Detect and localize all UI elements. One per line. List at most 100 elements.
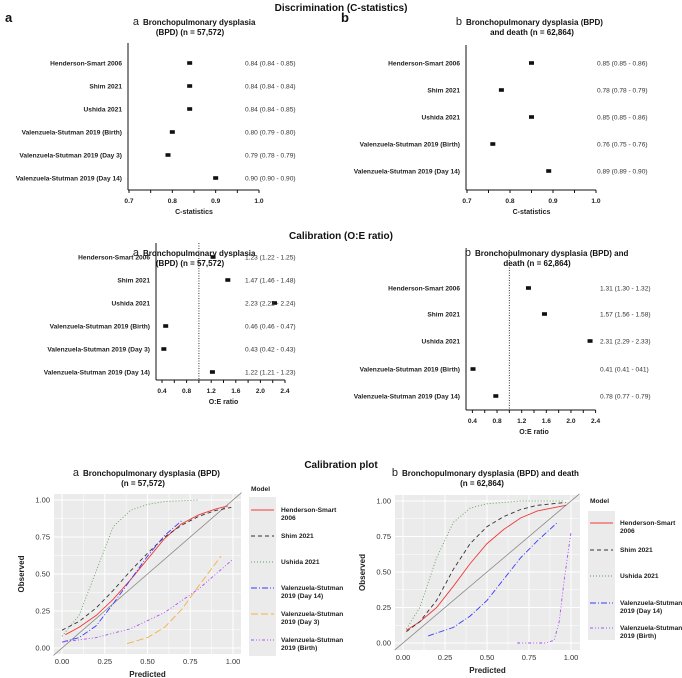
- chart-title-line1: Bronchopulmonary dysplasia: [143, 249, 256, 258]
- y-tick-label: 1.00: [35, 496, 50, 505]
- point-estimate: [541, 312, 547, 316]
- estimate-text: 0.80 (0.79 - 0.80): [245, 130, 296, 137]
- row-label: Ushida 2021: [112, 301, 151, 308]
- calibration-curve: [126, 555, 222, 645]
- estimate-text: 0.84 (0.84 - 0.85): [245, 107, 296, 114]
- x-tick-label: 0.75: [183, 657, 198, 666]
- point-estimate: [225, 278, 231, 282]
- row-label: Henderson-Smart 2006: [78, 255, 150, 262]
- section-title-calibration-plot: Calibration plot: [304, 460, 378, 471]
- calibration-curve: [517, 532, 572, 644]
- estimate-text: 0.84 (0.84 - 0.85): [245, 61, 296, 68]
- x-tick-label: 0.9: [211, 198, 220, 205]
- diagonal-reference-line: [394, 493, 580, 651]
- row-label: Shim 2021: [427, 312, 460, 319]
- x-tick-label: 0.8: [182, 388, 191, 395]
- point-estimate: [169, 130, 175, 134]
- point-estimate: [490, 142, 496, 146]
- chart-cstat-bpd: a Bronchopulmonary dysplasia(BPD) (n = 57…: [16, 16, 296, 216]
- section-title-calibration: Calibration (O:E ratio): [289, 231, 393, 242]
- estimate-text: 2.31 (2.29 - 2.33): [600, 339, 651, 346]
- x-tick-label: 2.0: [256, 388, 265, 395]
- calibration-curve: [406, 500, 563, 630]
- chart-title-line2: and death (n = 62,864): [490, 28, 574, 37]
- chart-title-line1: Bronchopulmonary dysplasia (BPD): [83, 469, 220, 478]
- y-tick-label: 0.25: [376, 603, 391, 612]
- estimate-text: 0.41 (0.41 - 041): [600, 367, 649, 374]
- x-axis-label: O:E ratio: [519, 429, 549, 436]
- chart-title-line1: Bronchopulmonary dysplasia (BPD) and dea…: [402, 469, 579, 478]
- calibration-curve: [428, 521, 558, 637]
- row-label: Valenzuela-Stutman 2019 (Day 3): [47, 347, 150, 354]
- chart-title-line2: (n = 62,864): [460, 479, 504, 488]
- point-estimate: [187, 107, 193, 111]
- legend-label: Shim 2021: [281, 533, 314, 540]
- row-label: Shim 2021: [427, 88, 460, 95]
- point-estimate: [165, 153, 171, 157]
- legend-key-background: [249, 497, 276, 656]
- legend-label: Henderson-Smart: [620, 520, 676, 527]
- x-tick-label: 0.50: [140, 657, 155, 666]
- x-tick-label: 1.6: [231, 388, 240, 395]
- legend-label: Valenzuela-Stutman: [620, 600, 682, 607]
- point-estimate: [493, 394, 499, 398]
- chart-oe-bpd: a Bronchopulmonary dysplasia(BPD) (n = 57…: [44, 243, 296, 406]
- row-label: Valenzuela-Stutman 2019 (Birth): [360, 142, 460, 149]
- point-estimate: [546, 169, 552, 173]
- x-tick-label: 2.0: [566, 418, 575, 425]
- legend-label: Ushida 2021: [281, 559, 320, 566]
- legend-label: 2019 (Day 3): [281, 619, 320, 626]
- x-axis-label: C-statistics: [513, 209, 551, 216]
- legend-key-background: [588, 511, 615, 640]
- section-title-discrimination: Discrimination (C-statistics): [275, 3, 408, 14]
- row-label: Valenzuela-Stutman 2019 (Birth): [22, 130, 122, 137]
- estimate-text: 1.47 (1.46 - 1.48): [245, 278, 296, 285]
- row-label: Valenzuela-Stutman 2019 (Day 14): [16, 176, 122, 183]
- row-label: Henderson-Smart 2006: [388, 61, 460, 68]
- x-tick-label: 0.25: [438, 653, 453, 662]
- estimate-text: 1.23 (1.22 - 1.25): [245, 255, 296, 262]
- legend-label: Ushida 2021: [620, 573, 659, 580]
- point-estimate: [498, 88, 504, 92]
- x-tick-label: 0.25: [97, 657, 112, 666]
- point-estimate: [187, 61, 193, 65]
- x-axis-label: Predicted: [129, 670, 166, 678]
- chart-cstat-bpd-death: b Bronchopulmonary dysplasia (BPD)and dea…: [354, 16, 648, 216]
- estimate-text: 0.43 (0.42 - 0.43): [245, 347, 296, 354]
- subpanel-letter: a: [133, 247, 140, 259]
- x-tick-label: 0.8: [505, 198, 514, 205]
- point-estimate: [272, 301, 278, 305]
- subpanel-letter: a: [133, 16, 140, 28]
- estimate-text: 0.76 (0.75 - 0.76): [597, 142, 648, 149]
- legend-label: 2019 (Birth): [620, 633, 656, 640]
- x-tick-label: 1.2: [517, 418, 526, 425]
- legend-label: Valenzuela-Stutman: [281, 611, 343, 618]
- legend-label: 2006: [620, 528, 635, 535]
- y-tick-label: 0.75: [376, 532, 391, 541]
- x-tick-label: 0.75: [522, 653, 537, 662]
- legend-title: Model: [590, 498, 609, 505]
- estimate-text: 0.90 (0.90 - 0.90): [245, 176, 296, 183]
- y-tick-label: 0.00: [35, 644, 50, 653]
- calibration-curve: [406, 504, 567, 631]
- y-axis-label: Observed: [17, 555, 26, 592]
- legend-label: 2019 (Day 14): [281, 593, 323, 600]
- chart-title-line1: Bronchopulmonary dysplasia (BPD): [466, 18, 603, 27]
- legend-label: Shim 2021: [620, 547, 653, 554]
- y-tick-label: 1.00: [376, 497, 391, 506]
- x-tick-label: 0.9: [548, 198, 557, 205]
- point-estimate: [163, 324, 169, 328]
- chart-calplot-bpd: a Bronchopulmonary dysplasia (BPD)(n = 57…: [17, 467, 343, 678]
- estimate-text: 1.22 (1.21 - 1.23): [245, 370, 296, 377]
- point-estimate: [470, 367, 476, 371]
- x-tick-label: 1.00: [564, 653, 579, 662]
- x-axis-label: Predicted: [469, 666, 506, 675]
- y-tick-label: 0.00: [376, 639, 391, 648]
- subpanel-letter: b: [392, 467, 398, 479]
- row-label: Ushida 2021: [422, 339, 461, 346]
- y-axis-label: Observed: [358, 554, 367, 591]
- y-tick-label: 0.50: [35, 570, 50, 579]
- x-tick-label: 0.7: [124, 198, 133, 205]
- x-axis-label: C-statistics: [175, 209, 213, 216]
- legend-label: Valenzuela-Stutman: [620, 625, 682, 632]
